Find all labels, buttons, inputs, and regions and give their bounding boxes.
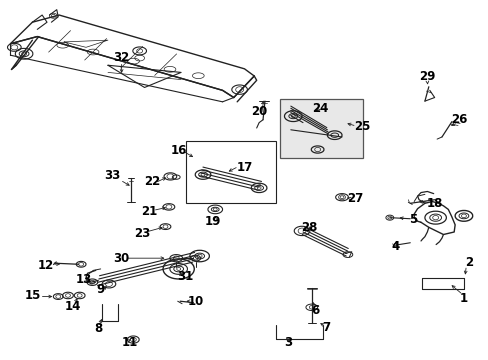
Text: 11: 11 xyxy=(122,336,138,348)
Text: 33: 33 xyxy=(103,169,120,182)
Text: 28: 28 xyxy=(301,221,317,234)
Text: 4: 4 xyxy=(391,240,399,253)
Text: 19: 19 xyxy=(204,215,221,228)
Bar xyxy=(185,140,276,203)
Text: 7: 7 xyxy=(322,320,330,333)
Text: 22: 22 xyxy=(143,175,160,188)
Text: 10: 10 xyxy=(187,296,203,309)
Text: 23: 23 xyxy=(134,226,150,239)
Text: 32: 32 xyxy=(113,51,129,64)
Text: 13: 13 xyxy=(75,273,92,286)
Text: 15: 15 xyxy=(24,289,41,302)
Text: 21: 21 xyxy=(141,205,157,218)
Text: 12: 12 xyxy=(38,259,54,272)
Text: 1: 1 xyxy=(459,292,467,305)
Text: 14: 14 xyxy=(64,300,81,313)
Text: 5: 5 xyxy=(408,213,416,226)
Text: 16: 16 xyxy=(170,144,186,157)
Text: 31: 31 xyxy=(177,270,193,283)
Text: 29: 29 xyxy=(418,69,435,82)
Text: 9: 9 xyxy=(96,283,104,296)
Text: 24: 24 xyxy=(311,102,327,115)
Text: 8: 8 xyxy=(94,322,102,335)
Text: 18: 18 xyxy=(426,197,442,210)
Text: 2: 2 xyxy=(464,256,472,269)
Text: 6: 6 xyxy=(310,305,319,318)
Text: 26: 26 xyxy=(450,113,466,126)
Text: 20: 20 xyxy=(250,105,267,118)
Text: 27: 27 xyxy=(347,192,363,205)
Text: 30: 30 xyxy=(113,252,129,265)
Bar xyxy=(279,99,362,158)
Text: 17: 17 xyxy=(236,161,252,174)
Text: 25: 25 xyxy=(354,121,370,134)
Text: 3: 3 xyxy=(284,336,292,348)
